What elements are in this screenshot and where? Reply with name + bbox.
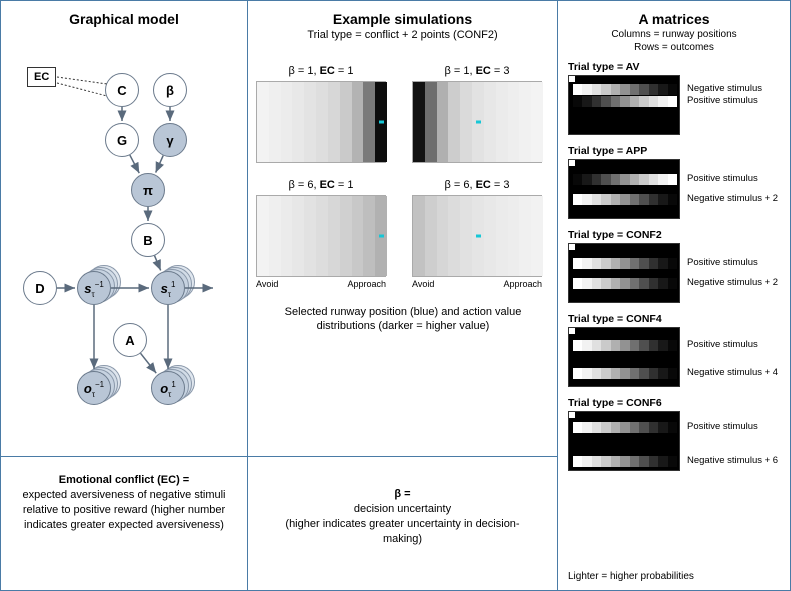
amatrix-row-label: Positive stimulus <box>687 95 758 106</box>
sim-marker <box>379 235 384 238</box>
node-o-t: oτ1 <box>151 371 185 405</box>
ec-line4: indicates greater expected aversiveness) <box>19 518 229 533</box>
node-beta: β <box>153 73 187 107</box>
amatrix-row <box>573 258 677 269</box>
sim-row: β = 1, EC = 1 β = 1, EC = 3 <box>256 65 550 163</box>
sim-label: β = 1, EC = 3 <box>412 65 542 77</box>
graphical-model: EC C β <box>1 61 248 441</box>
panel-graphical-model: Graphical model EC <box>1 1 248 456</box>
amatrix-row <box>573 278 677 289</box>
sim-axis: AvoidApproach <box>256 279 386 289</box>
mid-subtitle: Trial type = conflict + 2 points (CONF2) <box>248 29 557 41</box>
figure-root: Graphical model EC <box>0 0 791 591</box>
sim-axis: AvoidApproach <box>412 279 542 289</box>
amatrix-row <box>573 422 677 433</box>
sim-row: β = 6, EC = 1 AvoidApproach β = 6, EC = 3 A… <box>256 179 550 289</box>
node-B: B <box>131 223 165 257</box>
sim-marker <box>379 121 384 124</box>
amatrix-title: Trial type = CONF4 <box>568 313 780 325</box>
amatrix-row-label: Positive stimulus <box>687 421 758 432</box>
sim-box <box>412 81 542 163</box>
amatrix-title: Trial type = CONF2 <box>568 229 780 241</box>
amatrix-title: Trial type = CONF6 <box>568 397 780 409</box>
amatrix-title: Trial type = APP <box>568 145 780 157</box>
node-G: G <box>105 123 139 157</box>
amatrix-box: Positive stimulusNegative stimulus + 2 <box>568 159 680 219</box>
sim-marker <box>476 121 481 124</box>
sim-cell: β = 1, EC = 1 <box>256 65 386 163</box>
node-C: C <box>105 73 139 107</box>
amatrix-row <box>573 96 677 107</box>
amatrix-row <box>573 456 677 467</box>
right-title: A matrices <box>558 11 790 27</box>
panel-ec-caption: Emotional conflict (EC) = expected avers… <box>1 456 248 590</box>
amatrix-row-label: Negative stimulus + 2 <box>687 193 778 204</box>
node-D: D <box>23 271 57 305</box>
beta-caption: β = decision uncertainty (higher indicat… <box>248 457 557 562</box>
amatrix-row-label: Negative stimulus + 6 <box>687 455 778 466</box>
sim-cell: β = 6, EC = 1 AvoidApproach <box>256 179 386 289</box>
amatrix-row-label: Positive stimulus <box>687 257 758 268</box>
ec-caption: Emotional conflict (EC) = expected avers… <box>1 457 247 548</box>
beta-line2: decision uncertainty <box>266 502 539 517</box>
amatrix-row <box>573 368 677 379</box>
node-A: A <box>113 323 147 357</box>
amatrix-row-label: Positive stimulus <box>687 339 758 350</box>
amatrix-box: Positive stimulusNegative stimulus + 6 <box>568 411 680 471</box>
sim-cell: β = 1, EC = 3 <box>412 65 542 163</box>
sim-box <box>256 81 386 163</box>
gm-arrows <box>1 61 248 441</box>
node-pi: π <box>131 173 165 207</box>
amatrix-item: Trial type = CONF6Positive stimulusNegat… <box>568 397 780 471</box>
right-sub2: Rows = outcomes <box>558 42 790 53</box>
panel-a-matrices: A matrices Columns = runway positions Ro… <box>558 1 790 590</box>
sim-label: β = 6, EC = 3 <box>412 179 542 191</box>
sim-label: β = 6, EC = 1 <box>256 179 386 191</box>
beta-line3: (higher indicates greater uncertainty in… <box>266 517 539 547</box>
node-s-tau: sτ−1 <box>77 271 111 305</box>
ec-line2: expected aversiveness of negative stimul… <box>19 488 229 503</box>
amatrix-item: Trial type = CONF4Positive stimulusNegat… <box>568 313 780 387</box>
ec-box: EC <box>27 67 56 87</box>
amatrix-box: Positive stimulusNegative stimulus + 2 <box>568 243 680 303</box>
node-s-t: sτ1 <box>151 271 185 305</box>
amatrix-row <box>573 84 677 95</box>
amatrix-item: Trial type = APPPositive stimulusNegativ… <box>568 145 780 219</box>
sim-box <box>412 195 542 277</box>
a-matrices-list: Trial type = AVNegative stimulusPositive… <box>568 61 780 481</box>
sim-cell: β = 6, EC = 3 AvoidApproach <box>412 179 542 289</box>
amx-footer: Lighter = higher probabilities <box>568 571 694 582</box>
amatrix-row <box>573 174 677 185</box>
node-o-tau: oτ−1 <box>77 371 111 405</box>
amatrix-row-label: Positive stimulus <box>687 173 758 184</box>
sim-label: β = 1, EC = 1 <box>256 65 386 77</box>
sim-box <box>256 195 386 277</box>
ec-line3: relative to positive reward (higher numb… <box>19 503 229 518</box>
node-gamma: γ <box>153 123 187 157</box>
amatrix-row <box>573 194 677 205</box>
amatrix-item: Trial type = CONF2Positive stimulusNegat… <box>568 229 780 303</box>
amatrix-box: Negative stimulusPositive stimulus <box>568 75 680 135</box>
panel-simulations: Example simulations Trial type = conflic… <box>248 1 558 456</box>
amatrix-item: Trial type = AV Negative stimulusPositive… <box>568 61 780 135</box>
amatrix-row <box>573 340 677 351</box>
amatrix-box: Positive stimulusNegative stimulus + 4 <box>568 327 680 387</box>
amatrix-title: Trial type = AV <box>568 61 780 73</box>
mid-title: Example simulations <box>248 11 557 27</box>
amatrix-row-label: Negative stimulus <box>687 83 762 94</box>
amatrix-row-label: Negative stimulus + 4 <box>687 367 778 378</box>
left-title: Graphical model <box>1 11 247 27</box>
panel-beta-caption: β = decision uncertainty (higher indicat… <box>248 456 558 590</box>
amatrix-row-label: Negative stimulus + 2 <box>687 277 778 288</box>
ec-label: Emotional conflict (EC) = <box>59 474 189 486</box>
sim-caption: Selected runway position (blue) and acti… <box>256 305 550 334</box>
beta-label: β = <box>394 488 410 500</box>
sim-marker <box>476 235 481 238</box>
right-sub1: Columns = runway positions <box>558 29 790 40</box>
simulation-grid: β = 1, EC = 1 β = 1, EC = 3 β = 6, EC = 1 A… <box>256 65 550 334</box>
